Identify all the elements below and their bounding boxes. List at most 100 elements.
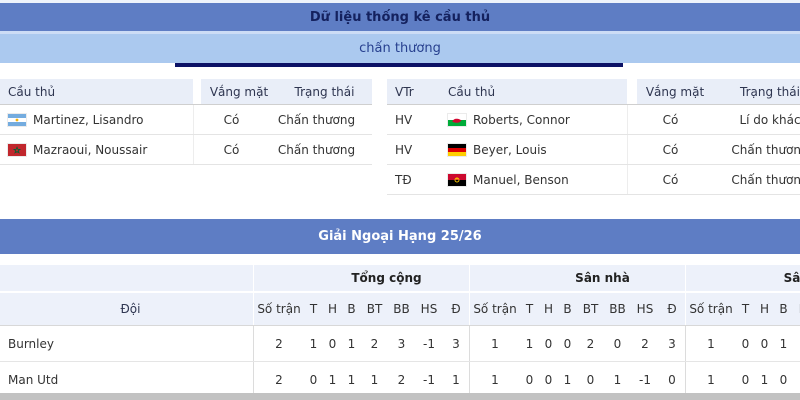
stat-value: 0	[668, 372, 676, 387]
column-header-goals-against: BB	[388, 293, 415, 325]
column-header-wins: T	[520, 293, 539, 325]
active-tab-underline	[175, 63, 623, 67]
stat-value: 1	[563, 372, 572, 387]
argentina-flag-icon	[7, 112, 27, 127]
stats-home: 1 1 0 0 2 0 2 3	[469, 326, 685, 361]
absent-value: Có	[662, 112, 679, 127]
team-row: Burnley 2 1 0 1 2 3 -1 3 1 1 0 0 2 0 2 3	[0, 326, 800, 362]
player-name: Mazraoui, Noussair	[33, 142, 148, 157]
stat-value: 0	[544, 336, 553, 351]
horizontal-scrollbar-thumb[interactable]	[0, 393, 800, 400]
column-header-draws: H	[323, 293, 342, 325]
absent-value: Có	[223, 142, 240, 157]
stat-value: 1	[491, 336, 499, 351]
stat-value: 0	[586, 372, 595, 387]
column-header-points: Đ	[443, 293, 469, 325]
absent-value: Có	[662, 172, 679, 187]
stat-value: 1	[707, 336, 715, 351]
main-header: Dữ liệu thống kê cầu thủ	[0, 3, 800, 31]
column-header-goal-diff: HS	[631, 293, 659, 325]
stat-value: 0	[741, 372, 750, 387]
stat-value: 1	[760, 372, 769, 387]
stat-value: 0	[328, 336, 337, 351]
stat-value: 1	[347, 336, 356, 351]
stat-value: -1	[423, 372, 435, 387]
column-header-draws: H	[755, 293, 774, 325]
column-divider	[627, 135, 628, 164]
injury-tables-section: Cầu thủ Vắng mặt Trạng thái Martinez, Li…	[0, 67, 800, 207]
stat-value: 1	[491, 372, 499, 387]
stat-value: 1	[370, 372, 379, 387]
player-row: HV Roberts, Connor Có Lí do khác	[387, 105, 800, 135]
header-divider-strip	[0, 31, 800, 34]
tab-bar: chấn thương	[0, 34, 800, 63]
league-group-header-row: Tổng cộng Sân nhà Sân khách	[0, 265, 800, 293]
column-header-status: Trạng thái	[740, 84, 800, 99]
column-divider	[627, 165, 628, 194]
column-header-position: VTr	[395, 84, 414, 99]
status-value: Chấn thương	[277, 142, 356, 157]
column-header-points: Đ	[659, 293, 685, 325]
stat-value	[793, 362, 800, 397]
stat-value: 2	[275, 336, 283, 351]
stat-value: 0	[741, 336, 750, 351]
position-value: TĐ	[395, 172, 412, 187]
stat-headers-away: Số trận T H B BT BB HS Đ	[685, 293, 800, 325]
column-header-group: Vắng mặt Trạng thái	[201, 79, 372, 104]
header-gap	[627, 79, 637, 104]
main-header-title: Dữ liệu thống kê cầu thủ	[309, 9, 491, 25]
injury-table-left-header: Cầu thủ Vắng mặt Trạng thái	[0, 79, 372, 105]
stat-value: 0	[760, 336, 769, 351]
tab-injuries[interactable]: chấn thương	[359, 41, 441, 56]
absent-value: Có	[223, 112, 240, 127]
column-header-goals-for: BT	[361, 293, 388, 325]
column-header-losses: B	[774, 293, 793, 325]
stat-value: 1	[347, 372, 356, 387]
column-header-wins: T	[304, 293, 323, 325]
stats-away: 1 0 0 1	[685, 326, 800, 361]
league-table: Tổng cộng Sân nhà Sân khách Đội Số trận …	[0, 265, 800, 398]
stat-value: 3	[668, 336, 676, 351]
player-row: Mazraoui, Noussair Có Chấn thương	[0, 135, 372, 165]
column-header-matches: Số trận	[686, 293, 736, 325]
stat-value: 1	[779, 336, 788, 351]
injury-table-right-header: VTr Cầu thủ Vắng mặt Trạng thái	[387, 79, 800, 105]
stat-value: 1	[525, 336, 534, 351]
column-header-draws: H	[539, 293, 558, 325]
stats-home: 1 0 0 1 0 1 -1 0	[469, 362, 685, 397]
status-value: Lí do khác	[739, 112, 800, 127]
tab-underline-row	[0, 63, 800, 67]
stat-value: 3	[397, 336, 406, 351]
top-strip	[0, 0, 800, 3]
column-header-absent: Vắng mặt	[209, 84, 269, 99]
group-header-away: Sân khách	[686, 265, 800, 291]
group-header-home: Sân nhà	[470, 265, 685, 291]
wales-flag-icon	[447, 112, 467, 127]
stat-value	[793, 326, 800, 361]
stat-value: 0	[613, 336, 622, 351]
stat-value: 1	[613, 372, 622, 387]
angola-flag-icon	[447, 172, 467, 187]
header-gap	[193, 79, 201, 104]
player-name: Martinez, Lisandro	[33, 112, 144, 127]
player-name: Manuel, Benson	[473, 172, 569, 187]
column-header-team: Đội	[0, 293, 253, 325]
horizontal-scrollbar[interactable]	[0, 393, 800, 400]
stat-value: 0	[779, 372, 788, 387]
column-header-absent: Vắng mặt	[645, 84, 705, 99]
league-title: Giải Ngoại Hạng 25/26	[318, 229, 482, 244]
column-divider	[193, 105, 194, 134]
stat-value: 0	[544, 372, 553, 387]
stat-value: -1	[423, 336, 435, 351]
column-header-losses: B	[558, 293, 577, 325]
stat-value: -1	[639, 372, 651, 387]
absent-value: Có	[662, 142, 679, 157]
stats-total: 2 1 0 1 2 3 -1 3	[253, 326, 469, 361]
stat-headers-total: Số trận T H B BT BB HS Đ	[253, 293, 469, 325]
column-divider	[193, 135, 194, 164]
column-header-losses: B	[342, 293, 361, 325]
stat-value: 1	[328, 372, 337, 387]
column-header-player: Cầu thủ	[448, 84, 496, 99]
league-column-header-row: Đội Số trận T H B BT BB HS Đ Số trận T H…	[0, 293, 800, 326]
